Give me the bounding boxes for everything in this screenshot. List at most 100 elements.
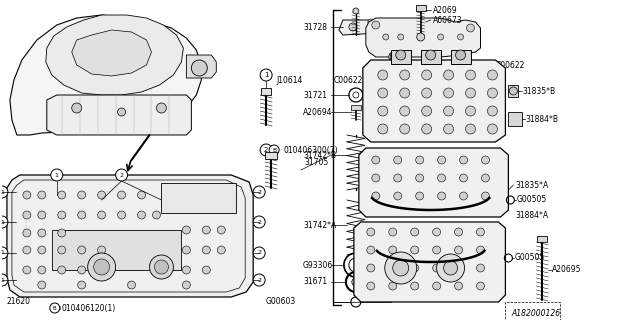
Bar — [506, 302, 560, 320]
Circle shape — [454, 228, 463, 236]
Circle shape — [58, 191, 66, 199]
Text: 1: 1 — [0, 220, 4, 225]
Text: A20695: A20695 — [552, 266, 582, 275]
Circle shape — [260, 69, 272, 81]
Circle shape — [23, 246, 31, 254]
Text: A182000126: A182000126 — [511, 309, 560, 318]
Circle shape — [378, 70, 388, 80]
Circle shape — [118, 211, 125, 219]
Bar — [508, 112, 522, 126]
Text: G00603: G00603 — [266, 298, 296, 307]
Text: 2: 2 — [257, 277, 261, 283]
Circle shape — [411, 246, 419, 254]
Polygon shape — [354, 222, 506, 302]
Bar — [451, 50, 470, 64]
Circle shape — [400, 70, 410, 80]
Text: B: B — [272, 148, 276, 153]
Bar — [416, 5, 426, 11]
Text: C00622: C00622 — [333, 76, 363, 84]
Circle shape — [152, 211, 161, 219]
Circle shape — [88, 253, 116, 281]
Bar — [351, 105, 361, 110]
Circle shape — [0, 274, 8, 286]
Circle shape — [77, 191, 86, 199]
Circle shape — [388, 228, 397, 236]
Text: 1: 1 — [0, 277, 4, 283]
Text: 1: 1 — [55, 172, 59, 178]
Text: 31742*A: 31742*A — [303, 220, 336, 229]
Circle shape — [481, 174, 490, 182]
Circle shape — [118, 108, 125, 116]
Text: 31835*A: 31835*A — [515, 180, 548, 189]
Bar — [390, 54, 397, 60]
Text: 010406300(7): 010406300(7) — [283, 146, 338, 155]
Text: 2: 2 — [264, 147, 268, 153]
Circle shape — [394, 156, 402, 164]
Circle shape — [422, 124, 431, 134]
Text: 2: 2 — [120, 172, 124, 178]
Circle shape — [444, 106, 454, 116]
Circle shape — [477, 228, 484, 236]
Circle shape — [458, 34, 463, 40]
Circle shape — [438, 192, 445, 200]
Circle shape — [23, 211, 31, 219]
Circle shape — [372, 174, 380, 182]
Circle shape — [182, 266, 190, 274]
Text: G00505: G00505 — [515, 253, 545, 262]
Text: 31705: 31705 — [304, 157, 328, 166]
Circle shape — [38, 229, 46, 237]
Circle shape — [454, 282, 463, 290]
Circle shape — [422, 106, 431, 116]
Circle shape — [444, 124, 454, 134]
Circle shape — [23, 266, 31, 274]
Circle shape — [433, 228, 440, 236]
Circle shape — [77, 281, 86, 289]
Circle shape — [387, 20, 395, 28]
Circle shape — [465, 124, 476, 134]
Polygon shape — [186, 55, 216, 78]
Circle shape — [372, 156, 380, 164]
Circle shape — [166, 184, 177, 196]
Circle shape — [488, 106, 497, 116]
Text: 31884*A: 31884*A — [515, 211, 548, 220]
Text: B: B — [57, 306, 61, 310]
Circle shape — [202, 226, 211, 234]
Circle shape — [388, 52, 399, 62]
Polygon shape — [359, 148, 508, 217]
Circle shape — [98, 246, 106, 254]
Circle shape — [400, 88, 410, 98]
Circle shape — [393, 260, 409, 276]
Circle shape — [417, 33, 425, 41]
Circle shape — [58, 246, 66, 254]
Circle shape — [180, 184, 193, 196]
Circle shape — [367, 246, 375, 254]
Circle shape — [38, 246, 46, 254]
Circle shape — [50, 303, 60, 313]
Circle shape — [98, 191, 106, 199]
Circle shape — [488, 70, 497, 80]
Circle shape — [38, 281, 46, 289]
Text: J10614: J10614 — [276, 76, 303, 84]
Circle shape — [383, 34, 388, 40]
Text: 31884*B: 31884*B — [525, 115, 558, 124]
Polygon shape — [47, 95, 191, 135]
Text: 31835*B: 31835*B — [522, 86, 556, 95]
Circle shape — [218, 246, 225, 254]
Circle shape — [486, 61, 495, 69]
Circle shape — [418, 34, 424, 40]
Polygon shape — [7, 175, 253, 297]
Circle shape — [38, 211, 46, 219]
Circle shape — [465, 88, 476, 98]
Circle shape — [411, 282, 419, 290]
Circle shape — [422, 88, 431, 98]
Circle shape — [353, 8, 359, 14]
Circle shape — [269, 145, 279, 155]
Bar — [52, 230, 181, 270]
Circle shape — [488, 124, 497, 134]
Circle shape — [477, 246, 484, 254]
Circle shape — [138, 211, 145, 219]
Circle shape — [116, 169, 127, 181]
Polygon shape — [366, 18, 481, 57]
Text: 31721: 31721 — [303, 91, 327, 100]
Circle shape — [411, 264, 419, 272]
